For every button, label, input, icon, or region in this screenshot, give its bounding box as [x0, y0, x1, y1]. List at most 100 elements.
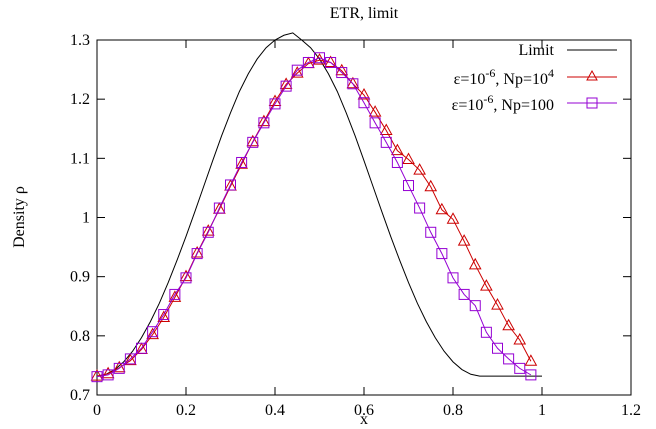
square-point	[124, 353, 136, 365]
y-tick-label: 0.8	[70, 328, 90, 345]
triangle-point	[235, 157, 248, 169]
series-line	[96, 32, 542, 377]
square-point	[336, 67, 348, 79]
square-point	[391, 156, 403, 168]
square-point	[113, 362, 125, 374]
triangle-point	[179, 269, 193, 282]
series-np100	[91, 52, 537, 383]
square-point	[280, 80, 292, 92]
x-axis-label: x	[360, 411, 368, 428]
triangle-point	[513, 332, 527, 345]
square-point	[469, 300, 481, 312]
square-point	[325, 56, 337, 68]
triangle-point	[491, 298, 504, 310]
y-tick-label: 1.2	[70, 91, 90, 108]
legend: Limit ε=10-6, Np=104 ε=10-6, Np=100	[452, 42, 617, 114]
square-point	[213, 202, 225, 214]
axis-tick-labels: 0 0.2 0.4 0.6 0.8 1 1.2 0.7 0.8 0.9 1 1.1 1.2 1.3	[70, 32, 641, 419]
square-point	[447, 272, 459, 284]
triangle-point	[246, 134, 260, 147]
square-point	[247, 136, 259, 148]
square-point	[191, 248, 203, 260]
triangle-point	[391, 143, 404, 156]
x-tick-label: 0	[93, 402, 101, 419]
square-point	[314, 52, 325, 64]
square-point	[269, 98, 281, 110]
triangle-point	[190, 245, 204, 258]
triangle-point	[112, 360, 126, 373]
y-tick-label: 1.3	[70, 32, 90, 49]
triangle-point	[201, 224, 215, 236]
triangle-point	[157, 310, 171, 322]
square-point	[425, 226, 437, 238]
square-point	[102, 369, 114, 381]
plot-frame	[96, 39, 632, 396]
triangle-point	[168, 290, 182, 302]
legend-square-marker	[586, 97, 598, 109]
triangle-point	[146, 327, 159, 340]
square-point	[525, 369, 537, 381]
square-point	[403, 180, 414, 192]
legend-label-limit: Limit	[518, 42, 554, 59]
square-point	[380, 136, 392, 148]
square-point	[180, 272, 192, 284]
square-point	[258, 117, 270, 129]
legend-label-np10000: ε=10-6, Np=104	[454, 66, 554, 88]
square-point	[480, 326, 492, 338]
series-layer	[90, 32, 542, 383]
series-limit	[96, 32, 542, 377]
square-point	[414, 202, 426, 214]
x-tick-label: 0.6	[354, 402, 374, 419]
x-tick-label: 0.2	[176, 402, 196, 419]
square-point	[302, 56, 314, 68]
triangle-point	[413, 163, 426, 175]
y-axis-label: Density ρ	[11, 186, 28, 248]
x-tick-label: 1.2	[621, 402, 641, 419]
triangle-point	[424, 179, 438, 192]
chart-title: ETR, limit	[330, 5, 399, 22]
square-point	[358, 97, 370, 109]
triangle-point	[368, 105, 382, 117]
triangle-point	[279, 77, 293, 89]
x-tick-label: 1	[538, 402, 546, 419]
triangle-point	[257, 114, 271, 127]
triangle-point	[502, 318, 515, 331]
triangle-point	[524, 354, 538, 366]
triangle-point	[457, 234, 471, 246]
square-point	[147, 326, 159, 338]
x-tick-label: 0.8	[443, 402, 463, 419]
series-line	[96, 59, 532, 377]
y-tick-label: 1.1	[70, 150, 90, 167]
x-tick-label: 0.4	[265, 402, 285, 419]
square-point	[158, 309, 170, 321]
triangle-point	[357, 87, 371, 100]
square-point	[236, 156, 248, 168]
triangle-point	[335, 63, 349, 76]
triangle-point	[90, 369, 104, 381]
series-np10000	[90, 53, 538, 381]
triangle-point	[446, 212, 460, 224]
y-tick-label: 0.9	[70, 269, 90, 286]
y-tick-label: 1	[82, 210, 90, 227]
square-point	[91, 371, 103, 383]
square-point	[514, 362, 526, 374]
series-line	[96, 57, 532, 378]
square-point	[347, 78, 359, 90]
y-tick-label: 0.7	[70, 387, 90, 404]
legend-label-np100: ε=10-6, Np=100	[452, 92, 554, 114]
square-point	[458, 288, 470, 300]
triangle-point	[290, 66, 304, 78]
square-point	[169, 288, 181, 300]
legend-triangle-marker	[586, 69, 598, 81]
triangle-point	[402, 152, 415, 165]
square-point	[436, 248, 448, 260]
square-point	[492, 342, 503, 354]
triangle-point	[124, 353, 137, 366]
square-point	[225, 179, 236, 191]
triangle-point	[346, 76, 360, 89]
axis-ticks	[96, 39, 632, 396]
square-point	[291, 64, 303, 76]
triangle-point	[268, 94, 282, 107]
square-point	[369, 117, 381, 129]
